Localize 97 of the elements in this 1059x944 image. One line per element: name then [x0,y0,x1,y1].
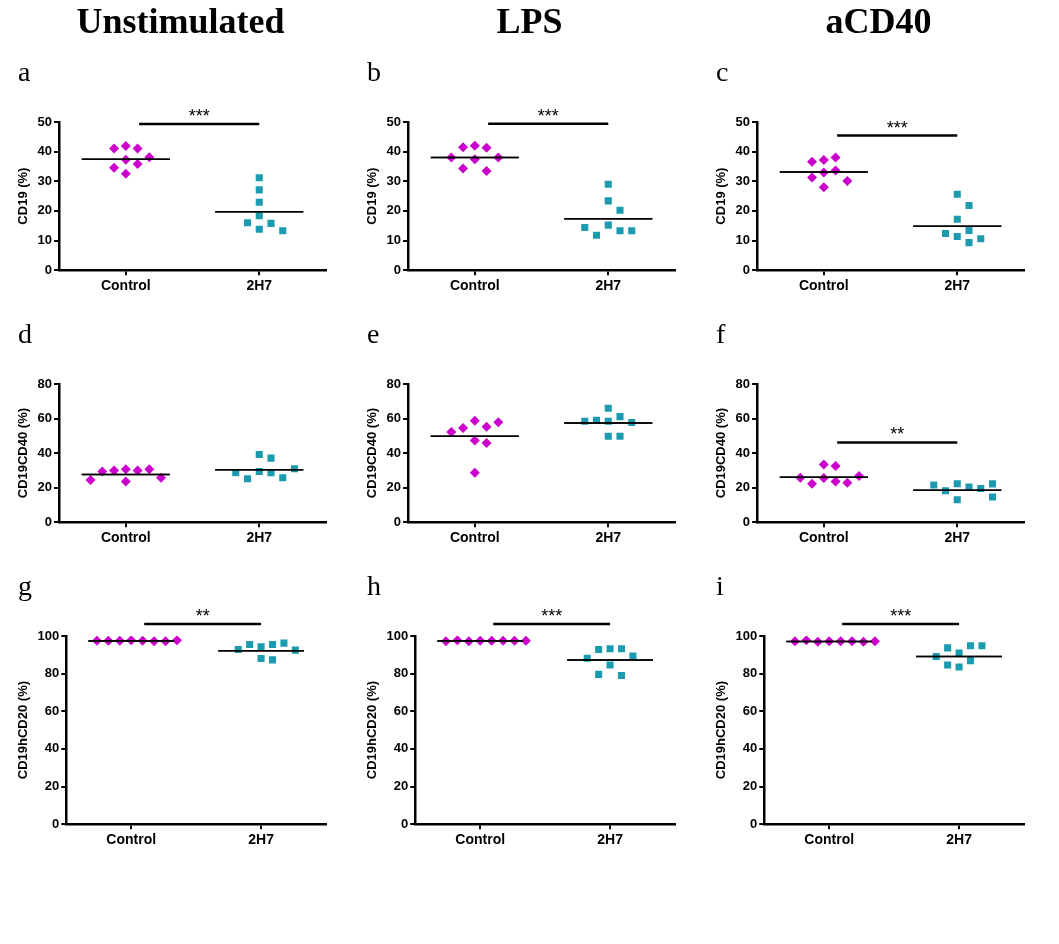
y-tick-label: 80 [37,375,53,391]
y-tick-label: 20 [386,479,402,495]
y-tick-label: 60 [742,702,758,718]
y-tick-label: 60 [37,410,53,426]
chart-subtitle: g [18,570,32,601]
chart-subtitle: d [18,318,32,349]
y-tick-label: 40 [44,740,60,756]
chart-subtitle: e [367,318,380,349]
y-axis-title: CD19 (%) [713,167,729,225]
y-axis-title: CD19hCD20 (%) [713,680,729,780]
y-tick-label: 40 [735,143,751,159]
y-tick-label: 60 [386,410,402,426]
y-tick-label: 80 [735,375,751,391]
y-tick-label: 80 [393,665,409,681]
y-tick-label: 0 [393,513,402,529]
y-tick-label: 20 [44,778,60,794]
x-tick-label: 2H7 [597,831,624,848]
chart-subtitle: b [367,56,381,87]
y-tick-label: 20 [742,778,758,794]
y-tick-label: 80 [386,375,402,391]
y-tick-label: 0 [750,815,758,831]
x-tick-label: 2H7 [944,529,971,546]
y-tick-label: 40 [742,740,758,756]
y-axis-title: CD19hCD20 (%) [364,680,380,780]
chart-subtitle: f [716,318,726,349]
x-tick-label: 2H7 [946,831,973,848]
x-tick-label: 2H7 [595,529,622,546]
x-tick-label: 2H7 [246,529,273,546]
text: *** [541,605,563,626]
x-tick-label: 2H7 [944,277,971,294]
x-tick-label: Control [100,529,151,546]
x-tick-label: Control [798,529,849,546]
y-tick-label: 20 [735,479,751,495]
y-tick-label: 20 [735,202,751,218]
y-axis-title: CD19CD40 (%) [713,407,729,499]
chart-subtitle: h [367,570,381,601]
chart-subtitle: i [716,570,724,601]
y-tick-label: 10 [735,232,751,248]
y-tick-label: 60 [44,702,60,718]
y-tick-label: 30 [735,172,751,188]
annotation: *** [886,117,908,138]
y-axis-title: CD19 (%) [364,167,380,225]
y-tick-label: 100 [386,627,409,643]
y-tick-label: 40 [386,143,402,159]
x-tick-label: Control [798,277,849,294]
y-tick-label: 60 [393,702,409,718]
y-tick-label: 100 [37,627,60,643]
y-axis-title: CD19hCD20 (%) [15,680,31,780]
chart-title: Unstimulated [76,1,285,41]
y-tick-label: 0 [52,815,60,831]
y-tick-label: 30 [386,172,402,188]
y-tick-label: 40 [393,740,409,756]
x-tick-label: Control [449,529,500,546]
y-tick-label: 60 [735,410,751,426]
x-tick-label: Control [449,277,500,294]
y-tick-label: 0 [401,815,409,831]
y-tick-label: 20 [37,202,53,218]
x-tick-label: Control [106,831,157,848]
y-tick-label: 40 [37,143,53,159]
y-tick-label: 50 [386,113,402,129]
y-tick-label: 30 [37,172,53,188]
y-tick-label: 20 [393,778,409,794]
chart-title: aCD40 [825,1,932,41]
y-axis-title: CD19 (%) [15,167,31,225]
y-tick-label: 0 [44,513,53,529]
chart-subtitle: a [18,56,31,87]
y-tick-label: 0 [44,261,53,277]
x-tick-label: 2H7 [595,277,622,294]
annotation: ** [890,424,905,445]
x-tick-label: 2H7 [248,831,275,848]
y-tick-label: 40 [37,444,53,460]
y-tick-label: 0 [742,261,751,277]
y-tick-label: 40 [386,444,402,460]
y-tick-label: 80 [742,665,758,681]
text: *** [890,605,912,626]
y-tick-label: 50 [37,113,53,129]
chart-subtitle: c [716,56,729,87]
y-tick-label: 10 [37,232,53,248]
y-tick-label: 0 [742,513,751,529]
y-tick-label: 20 [386,202,402,218]
y-tick-label: 40 [735,444,751,460]
annotation: *** [188,105,210,126]
text: ** [195,605,210,626]
y-tick-label: 20 [37,479,53,495]
annotation: *** [537,105,559,126]
y-tick-label: 80 [44,665,60,681]
x-tick-label: Control [100,277,151,294]
x-tick-label: 2H7 [246,277,273,294]
y-tick-label: 50 [735,113,751,129]
x-tick-label: Control [804,831,855,848]
x-tick-label: Control [455,831,506,848]
y-tick-label: 10 [386,232,402,248]
y-axis-title: CD19CD40 (%) [15,407,31,499]
y-axis-title: CD19CD40 (%) [364,407,380,499]
y-tick-label: 0 [393,261,402,277]
chart-title: LPS [496,1,563,41]
y-tick-label: 100 [735,627,758,643]
